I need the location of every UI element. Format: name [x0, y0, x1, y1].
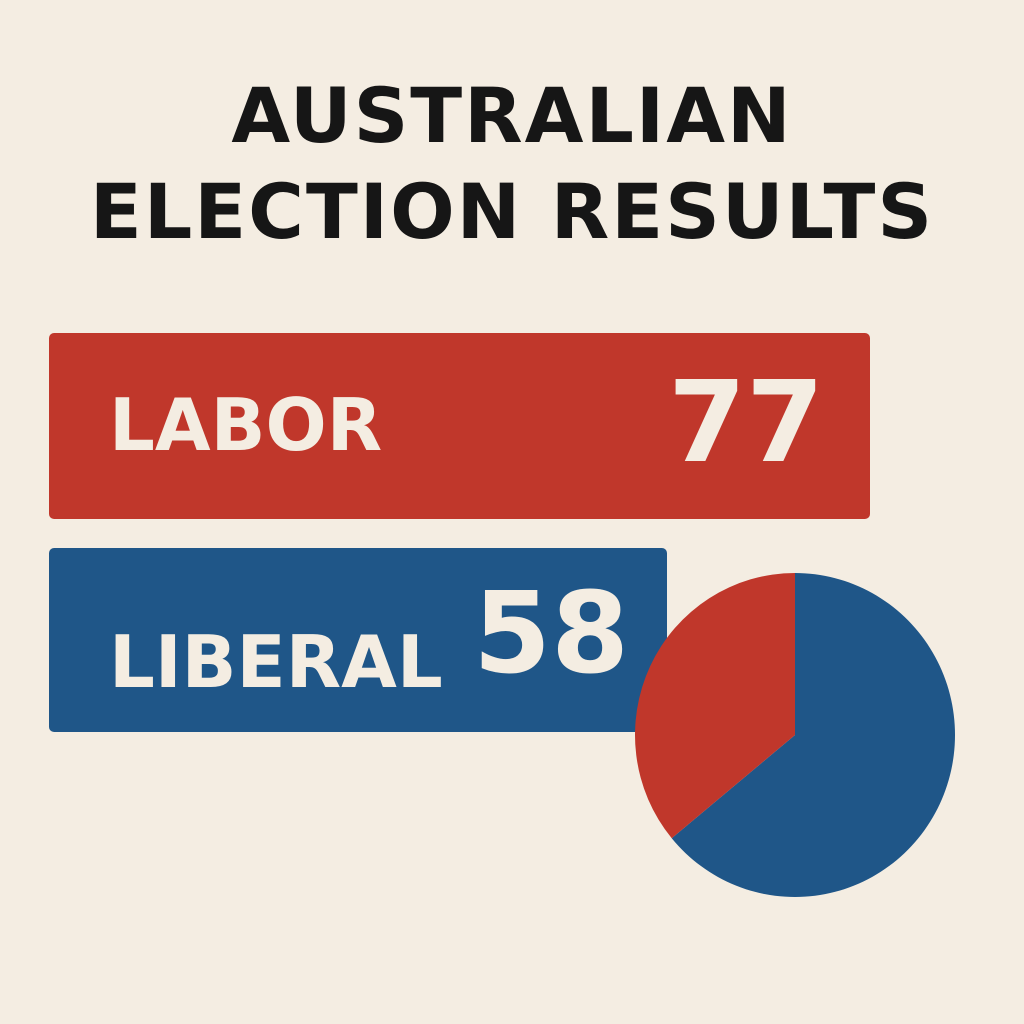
bar-label-liberal: LIBERAL [109, 620, 443, 704]
bar-label-labor: LABOR [109, 383, 383, 467]
pie-slice-labor [635, 573, 795, 839]
bar-liberal: LIBERAL 58 [49, 548, 667, 732]
bar-value-labor: 77 [668, 358, 824, 488]
bar-labor: LABOR 77 [49, 333, 870, 519]
chart-title-line-2: ELECTION RESULTS [89, 167, 935, 256]
bar-value-liberal: 58 [473, 569, 629, 699]
chart-title: AUSTRALIAN ELECTION RESULTS [0, 68, 1024, 260]
pie-chart [635, 573, 956, 897]
chart-title-line-1: AUSTRALIAN [231, 71, 793, 160]
pie-slice-liberal [671, 573, 956, 897]
